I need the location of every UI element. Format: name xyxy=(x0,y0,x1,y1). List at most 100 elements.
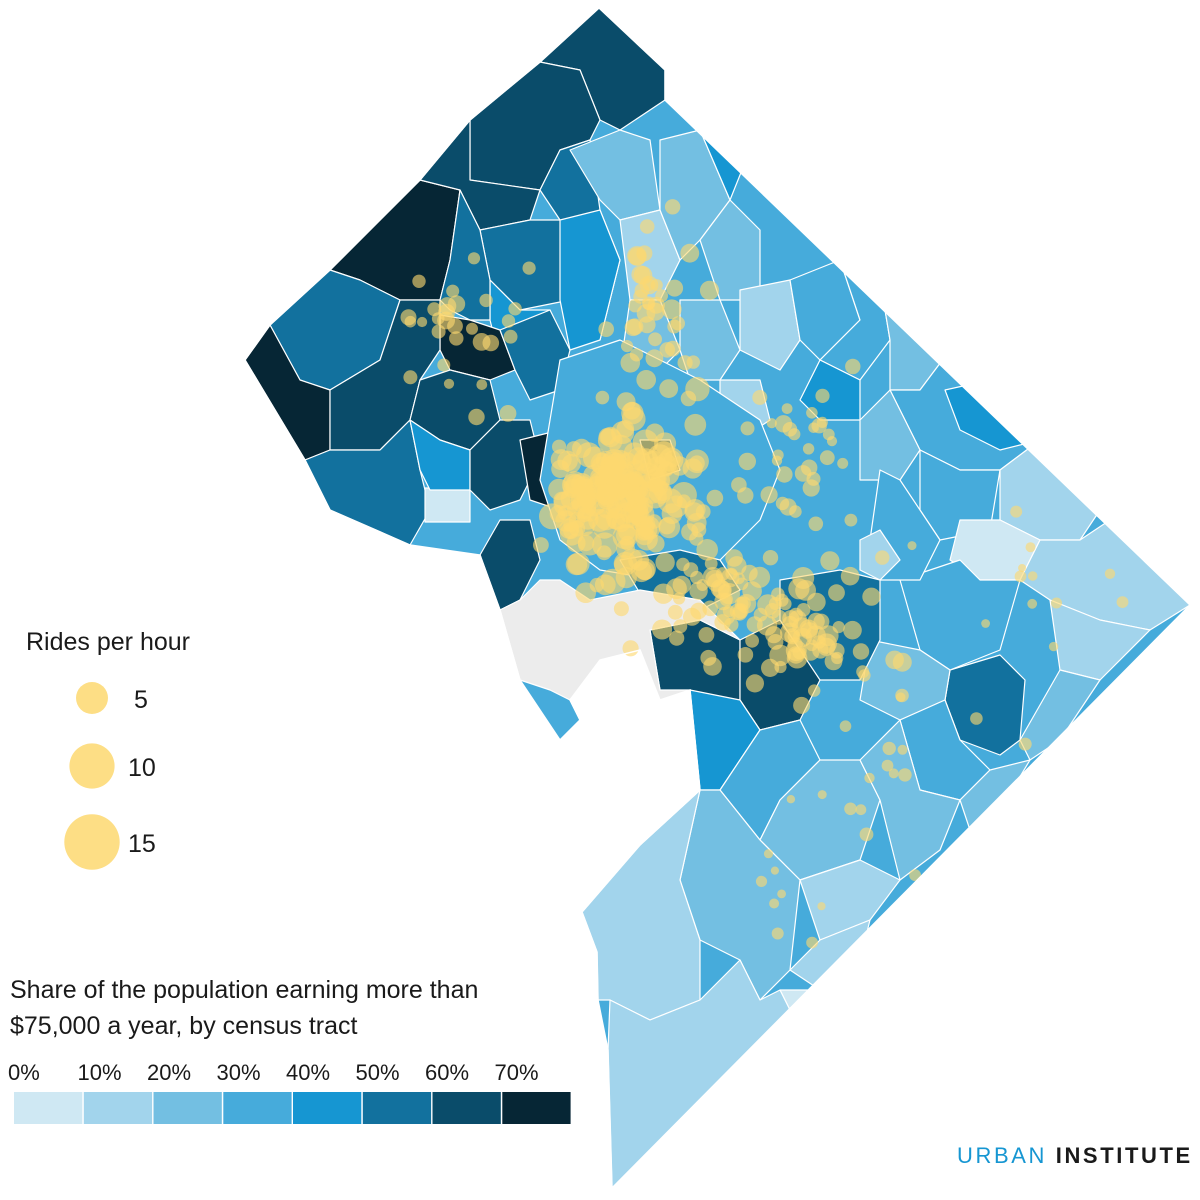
ride-marker xyxy=(479,293,493,308)
ride-marker xyxy=(630,505,648,523)
ride-marker xyxy=(632,448,659,475)
scale-label-2: 20% xyxy=(147,1060,192,1085)
ride-marker xyxy=(909,869,921,882)
ride-marker xyxy=(816,416,828,428)
ride-marker xyxy=(779,498,797,516)
ride-marker xyxy=(501,314,516,328)
ride-marker xyxy=(619,452,636,469)
ride-marker xyxy=(680,390,697,407)
ride-marker xyxy=(645,349,664,368)
ride-marker xyxy=(1048,641,1059,652)
tract-e-h xyxy=(1049,599,1151,681)
ride-marker xyxy=(449,331,464,346)
ride-marker xyxy=(635,524,652,541)
ride-marker xyxy=(651,471,667,487)
ride-marker xyxy=(737,647,754,663)
ride-marker xyxy=(885,650,904,670)
ride-marker xyxy=(828,584,845,602)
ride-marker xyxy=(522,261,536,275)
ride-marker xyxy=(633,266,653,285)
ride-marker xyxy=(565,553,588,576)
ride-marker xyxy=(690,570,704,585)
ride-marker xyxy=(776,466,793,483)
dc-boundary xyxy=(244,6,1192,1190)
ride-marker xyxy=(659,379,679,398)
ride-marker xyxy=(589,577,604,593)
scale-label-0: 0% xyxy=(8,1060,40,1085)
ride-marker xyxy=(563,479,583,499)
ride-marker xyxy=(760,486,778,504)
scale-swatch-0 xyxy=(14,1092,83,1124)
ride-marker xyxy=(819,450,835,466)
ride-marker xyxy=(769,898,780,909)
scale-swatch-7 xyxy=(502,1092,571,1124)
ride-marker xyxy=(839,720,852,732)
ride-marker xyxy=(777,889,786,899)
ride-marker xyxy=(613,601,629,617)
ride-marker xyxy=(970,712,983,725)
ride-marker xyxy=(427,302,442,317)
ride-marker xyxy=(622,640,639,657)
ride-marker xyxy=(1027,571,1038,581)
ride-marker xyxy=(685,449,709,474)
ride-marker xyxy=(659,342,676,358)
scale-swatch-4 xyxy=(293,1092,362,1124)
ride-marker xyxy=(618,523,636,541)
ride-marker xyxy=(736,596,751,611)
ride-marker xyxy=(499,405,517,422)
ride-marker xyxy=(598,321,614,338)
ride-marker xyxy=(702,600,718,617)
ride-marker xyxy=(806,407,818,419)
ride-marker xyxy=(684,413,707,436)
tract-e-b xyxy=(859,389,921,481)
ride-marker xyxy=(673,619,688,634)
ride-marker xyxy=(824,652,843,671)
ride-marker xyxy=(755,875,768,888)
ride-marker xyxy=(1051,597,1062,609)
ride-marker xyxy=(639,219,655,234)
urban-institute-logo: URBAN INSTITUTE xyxy=(957,1143,1193,1168)
ride-marker xyxy=(636,370,656,390)
ride-marker xyxy=(703,657,722,676)
size-legend-title: Rides per hour xyxy=(26,628,190,656)
color-scale-bar xyxy=(14,1092,571,1124)
ride-marker xyxy=(412,274,426,288)
scale-label-5: 50% xyxy=(355,1060,400,1085)
ride-marker xyxy=(815,388,830,403)
ride-marker xyxy=(468,408,485,426)
ride-marker xyxy=(864,772,875,784)
ride-marker xyxy=(748,566,771,588)
ride-marker xyxy=(645,423,665,443)
ride-marker xyxy=(664,199,681,215)
ride-marker xyxy=(856,665,870,679)
ride-marker xyxy=(843,620,862,640)
ride-marker xyxy=(1014,570,1027,583)
ride-marker xyxy=(467,252,481,265)
ride-marker xyxy=(840,566,860,586)
ride-marker xyxy=(1025,542,1036,553)
ride-marker xyxy=(628,299,642,313)
scale-swatch-2 xyxy=(153,1092,222,1124)
scale-swatch-6 xyxy=(432,1092,501,1124)
ride-marker xyxy=(553,491,571,509)
tract-s-l xyxy=(581,789,701,1021)
ride-marker xyxy=(717,584,732,598)
ride-marker xyxy=(859,827,874,842)
scale-label-6: 60% xyxy=(425,1060,470,1085)
ride-marker xyxy=(443,378,455,389)
ride-marker xyxy=(635,561,655,581)
ride-marker xyxy=(882,741,896,756)
ride-marker xyxy=(782,615,799,633)
ride-marker xyxy=(577,534,595,552)
ride-marker xyxy=(771,455,783,466)
ride-marker xyxy=(404,315,417,328)
size-legend-circle-10 xyxy=(69,743,115,789)
size-legend-circles xyxy=(64,682,120,870)
ride-marker xyxy=(621,340,634,353)
ride-marker xyxy=(666,279,684,297)
ride-marker xyxy=(765,626,783,644)
ride-marker xyxy=(1018,737,1032,751)
tract-c-f xyxy=(739,279,801,371)
ride-marker xyxy=(661,503,683,524)
